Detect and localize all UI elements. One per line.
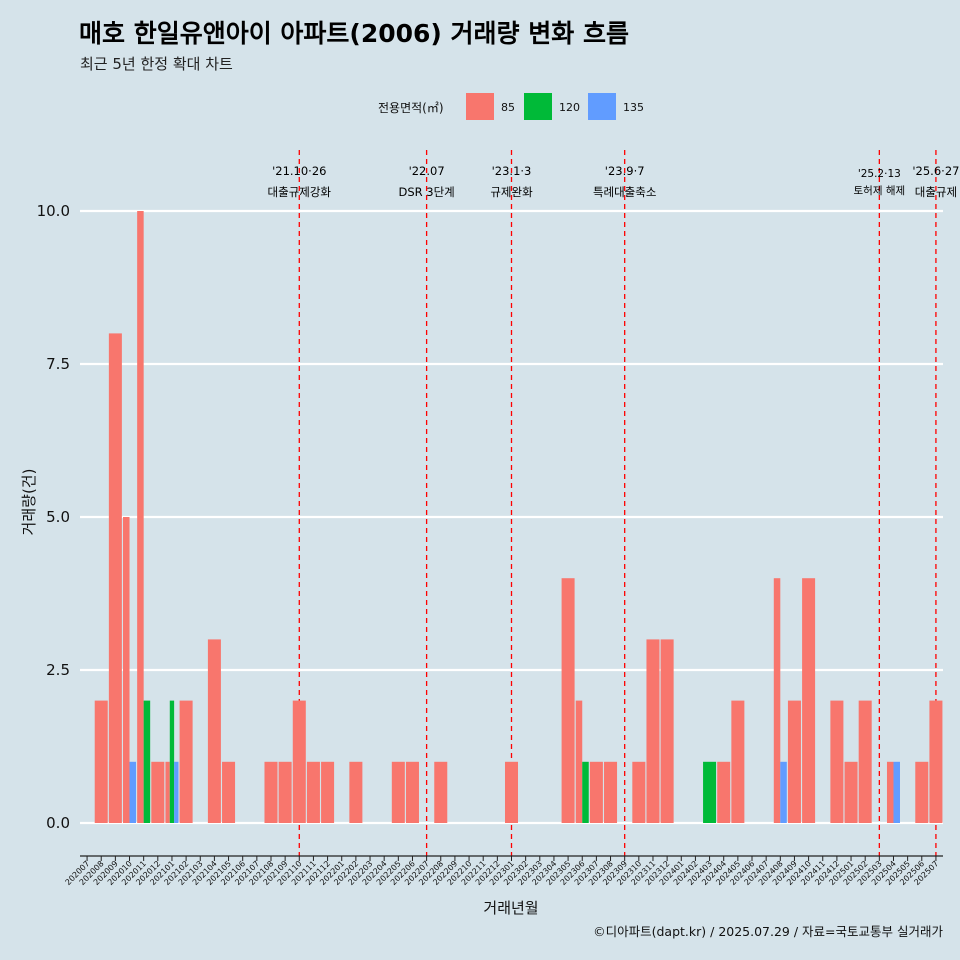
bar-202105-85 (222, 761, 236, 823)
bar-202109-85 (278, 761, 292, 823)
bar-202506-85 (915, 761, 929, 823)
bar-202104-85 (207, 639, 221, 823)
bar-202404-85 (717, 761, 731, 823)
bar-202101-135 (174, 761, 179, 823)
bar-202101-120 (169, 700, 175, 823)
bar-202307-85 (589, 761, 603, 823)
bar-202206-85 (405, 761, 419, 823)
event-date: '23.9·7 (605, 164, 645, 178)
y-tick-label: 7.5 (46, 355, 70, 373)
y-tick-label: 2.5 (46, 661, 70, 679)
legend-swatch-135 (588, 93, 616, 120)
bar-202308-85 (604, 761, 618, 823)
bar-202010-85 (123, 517, 130, 823)
bar-202112-85 (321, 761, 335, 823)
bar-202502-85 (858, 700, 872, 823)
y-tick-label: 10.0 (37, 202, 70, 220)
bar-202202-85 (349, 761, 363, 823)
bar-202501-85 (844, 761, 858, 823)
bar-202408-135 (780, 761, 787, 823)
bar-202306-120 (582, 761, 589, 823)
event-label: 토허제 해제 (854, 184, 906, 197)
bar-202110-85 (292, 700, 306, 823)
event-date: '25.2·13 (858, 168, 901, 180)
event-label: 대출규제 (915, 185, 957, 199)
bar-202208-85 (434, 761, 448, 823)
event-date: '21.10·26 (272, 164, 326, 178)
event-date: '22.07 (409, 164, 445, 178)
bar-202405-85 (731, 700, 745, 823)
bar-202408-85 (773, 578, 781, 823)
event-label: 특례대출축소 (593, 185, 656, 199)
bar-202011-85 (137, 211, 144, 823)
bar-202010-135 (129, 761, 137, 823)
legend-title: 전용면적(㎡) (378, 101, 444, 115)
chart-caption: ©디아파트(dapt.kr) / 2025.07.29 / 자료=국토교통부 실… (593, 924, 943, 939)
event-label: 규제완화 (490, 185, 533, 199)
bar-202011-120 (143, 700, 151, 823)
legend-label-85: 85 (501, 101, 515, 114)
event-date: '25.6·27 (912, 164, 959, 178)
event-label: DSR 3단계 (398, 185, 454, 199)
bar-202305-85 (561, 578, 575, 823)
bar-202108-85 (264, 761, 278, 823)
legend-swatch-85 (466, 93, 494, 120)
legend-label-120: 120 (559, 101, 580, 114)
bar-202409-85 (787, 700, 801, 823)
event-date: '23.1·3 (492, 164, 532, 178)
bar-202008-85 (94, 700, 108, 823)
bar-202301-85 (504, 761, 519, 823)
legend-label-135: 135 (623, 101, 644, 114)
event-label: 대출규제강화 (268, 185, 332, 199)
x-axis-label: 거래년월 (483, 899, 538, 917)
chart-title: 매호 한일유앤아이 아파트(2006) 거래량 변화 흐름 (79, 19, 629, 48)
bar-202310-85 (632, 761, 646, 823)
y-axis-label: 거래량(건) (20, 469, 38, 536)
bar-202306-85 (575, 700, 583, 823)
bar-202504-85 (886, 761, 894, 823)
y-tick-label: 0.0 (46, 814, 70, 832)
bar-202009-85 (108, 333, 122, 823)
bar-202312-85 (660, 639, 674, 823)
bar-202111-85 (306, 761, 320, 823)
bar-202412-85 (830, 700, 844, 823)
y-tick-label: 5.0 (46, 508, 70, 526)
bar-202504-135 (893, 761, 900, 823)
bar-202507-85 (929, 700, 943, 823)
bar-202410-85 (802, 578, 816, 823)
bar-202102-85 (179, 700, 193, 823)
legend-swatch-120 (524, 93, 552, 120)
legend: 전용면적(㎡) 85 120 135 (378, 93, 644, 120)
bar-202012-85 (151, 761, 165, 823)
bar-202311-85 (646, 639, 660, 823)
bar-202101-85 (165, 761, 170, 823)
bar-202403-120 (703, 761, 717, 823)
chart-subtitle: 최근 5년 한정 확대 차트 (80, 55, 233, 73)
bar-202205-85 (391, 761, 405, 823)
